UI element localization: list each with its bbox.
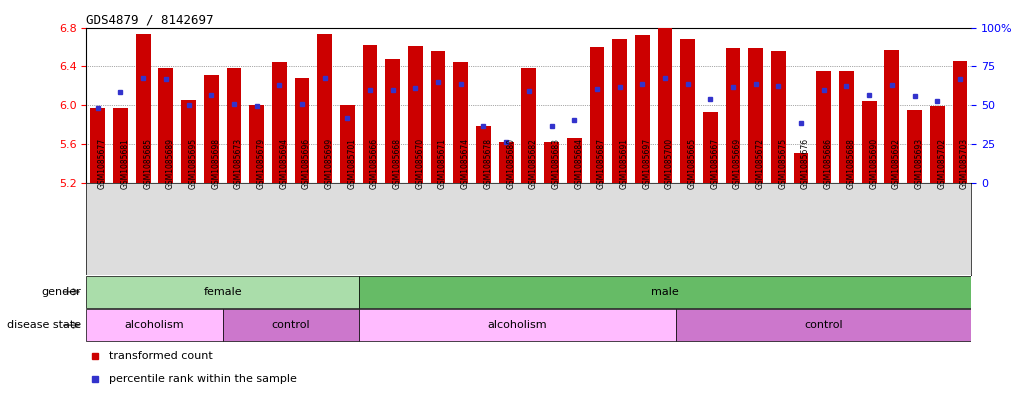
Bar (136, 34, 151, 183)
Text: GSM1085681: GSM1085681 (120, 138, 129, 189)
Bar (340, 105, 355, 183)
Text: GSM1085666: GSM1085666 (370, 138, 379, 189)
Text: GSM1085692: GSM1085692 (892, 138, 901, 189)
Text: GSM1085690: GSM1085690 (870, 138, 878, 189)
Text: GSM1085687: GSM1085687 (597, 138, 606, 189)
Text: GSM1085677: GSM1085677 (98, 138, 107, 189)
Text: transformed count: transformed count (109, 351, 213, 361)
Text: GSM1085665: GSM1085665 (687, 138, 697, 189)
Bar (907, 110, 921, 183)
Text: GSM1085676: GSM1085676 (801, 138, 811, 189)
Bar (703, 112, 718, 183)
Text: female: female (203, 287, 242, 297)
Text: GSM1085696: GSM1085696 (302, 138, 311, 189)
Bar (771, 51, 786, 183)
Text: GSM1085691: GSM1085691 (619, 138, 629, 189)
Text: GSM1085695: GSM1085695 (188, 138, 197, 189)
Bar (544, 142, 559, 183)
Text: GSM1085693: GSM1085693 (914, 138, 923, 189)
Bar (476, 127, 491, 183)
Bar (223, 309, 359, 341)
Bar (113, 108, 128, 183)
Text: GSM1085668: GSM1085668 (393, 138, 402, 189)
Text: percentile rank within the sample: percentile rank within the sample (109, 374, 296, 384)
Bar (612, 39, 626, 183)
Bar (749, 48, 763, 183)
Text: GSM1085697: GSM1085697 (643, 138, 651, 189)
Bar (680, 39, 695, 183)
Bar (885, 50, 899, 183)
Bar (590, 47, 604, 183)
Text: GSM1085671: GSM1085671 (438, 138, 447, 189)
Bar (227, 68, 241, 183)
Text: GSM1085702: GSM1085702 (938, 138, 946, 189)
Bar (726, 48, 740, 183)
Bar (91, 108, 105, 183)
Text: control: control (804, 320, 843, 330)
Bar (676, 309, 971, 341)
Text: GSM1085701: GSM1085701 (348, 138, 356, 189)
Bar (930, 106, 945, 183)
Bar (249, 105, 264, 183)
Text: GSM1085678: GSM1085678 (483, 138, 492, 189)
Bar (817, 71, 831, 183)
Bar (272, 62, 287, 183)
Text: GSM1085694: GSM1085694 (280, 138, 288, 189)
Bar (385, 59, 400, 183)
Text: GDS4879 / 8142697: GDS4879 / 8142697 (86, 13, 214, 26)
Text: GSM1085688: GSM1085688 (846, 138, 855, 189)
Bar (408, 46, 423, 183)
Text: GSM1085684: GSM1085684 (575, 138, 583, 189)
Text: alcoholism: alcoholism (125, 320, 184, 330)
Bar (953, 61, 967, 183)
Text: male: male (651, 287, 678, 297)
Text: GSM1085673: GSM1085673 (234, 138, 243, 189)
Bar (793, 152, 809, 183)
Text: GSM1085698: GSM1085698 (212, 138, 221, 189)
Text: GSM1085672: GSM1085672 (756, 138, 765, 189)
Text: GSM1085700: GSM1085700 (665, 138, 674, 189)
Text: GSM1085682: GSM1085682 (529, 138, 538, 189)
Bar (658, 28, 672, 183)
Text: GSM1085699: GSM1085699 (324, 138, 334, 189)
Bar (431, 51, 445, 183)
Text: control: control (272, 320, 310, 330)
Text: GSM1085685: GSM1085685 (143, 138, 153, 189)
Text: GSM1085669: GSM1085669 (733, 138, 742, 189)
Bar (359, 309, 676, 341)
Bar (498, 142, 514, 183)
Bar (454, 62, 468, 183)
Bar (181, 100, 196, 183)
Bar (359, 276, 971, 308)
Text: GSM1085675: GSM1085675 (778, 138, 787, 189)
Text: GSM1085689: GSM1085689 (166, 138, 175, 189)
Text: GSM1085680: GSM1085680 (506, 138, 516, 189)
Bar (159, 68, 173, 183)
Text: GSM1085670: GSM1085670 (415, 138, 424, 189)
Bar (203, 75, 219, 183)
Bar (317, 34, 332, 183)
Bar (861, 101, 877, 183)
Bar (566, 138, 582, 183)
Bar (839, 71, 854, 183)
Text: GSM1085679: GSM1085679 (256, 138, 265, 189)
Text: alcoholism: alcoholism (488, 320, 547, 330)
Bar (522, 68, 536, 183)
Text: GSM1085683: GSM1085683 (551, 138, 560, 189)
Text: disease state: disease state (7, 320, 81, 330)
Text: GSM1085703: GSM1085703 (960, 138, 969, 189)
Text: GSM1085674: GSM1085674 (461, 138, 470, 189)
Bar (86, 276, 359, 308)
Bar (635, 35, 650, 183)
Text: GSM1085686: GSM1085686 (824, 138, 833, 189)
Bar (295, 78, 309, 183)
Text: GSM1085667: GSM1085667 (710, 138, 719, 189)
Bar (86, 309, 223, 341)
Text: gender: gender (42, 287, 81, 297)
Bar (363, 45, 377, 183)
